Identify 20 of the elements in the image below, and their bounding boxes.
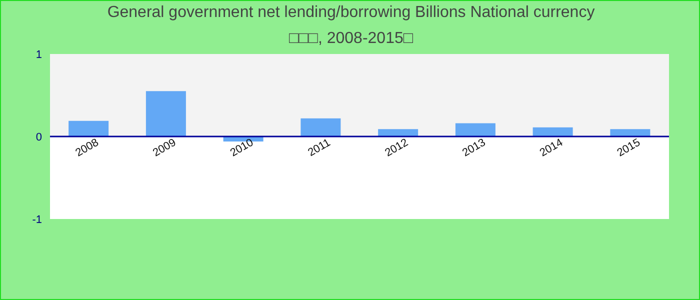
bar — [68, 120, 109, 136]
x-tick-label: 2011 — [306, 136, 333, 160]
bar — [532, 127, 573, 136]
y-tick-label: -1 — [32, 214, 42, 226]
bar — [610, 129, 650, 136]
y-tick-label: 0 — [36, 131, 42, 144]
x-tick-label: 2013 — [460, 136, 488, 160]
x-tick-label: 2009 — [150, 136, 178, 160]
y-tick-label: 1 — [36, 48, 42, 61]
x-tick-label: 2010 — [228, 136, 256, 160]
bar — [300, 118, 341, 136]
x-tick-label: 2015 — [615, 136, 642, 160]
bar — [378, 129, 418, 136]
bar — [146, 91, 186, 136]
x-tick-label: 2012 — [383, 136, 410, 160]
chart-subtitle: □□□, 2008-2015□ — [288, 30, 414, 48]
x-tick-label: 2008 — [74, 136, 101, 160]
bar — [455, 123, 496, 136]
x-tick-label: 2014 — [538, 136, 566, 160]
chart-title: General government net lending/borrowing Billions National currency — [106, 4, 596, 22]
